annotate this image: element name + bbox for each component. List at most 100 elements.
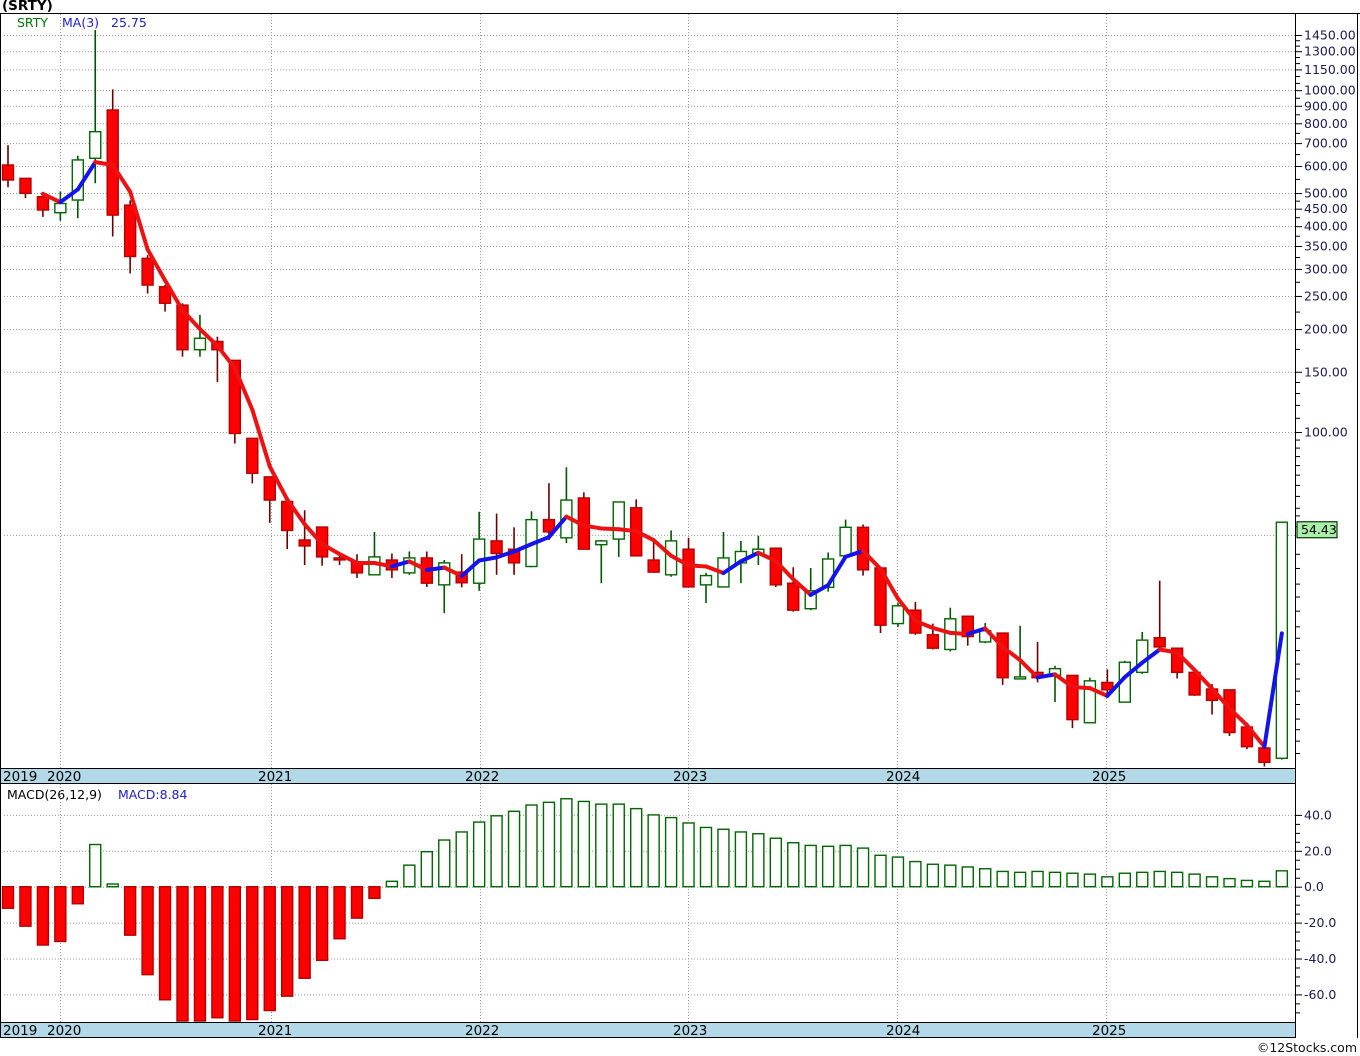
candle (787, 567, 800, 612)
macd-bar (420, 850, 433, 888)
axis-tick-label: 450.00 (1304, 201, 1348, 216)
candle (263, 476, 276, 523)
macd-bar (996, 870, 1009, 888)
axis-tick-label: 20.0 (1304, 843, 1332, 858)
year-label: 2025 (1092, 1023, 1126, 1039)
macd-bar (246, 886, 259, 1021)
candle (1, 145, 15, 188)
last-price-badge-text: 54.43 (1301, 522, 1337, 537)
candle (472, 511, 486, 591)
year-label: 2021 (258, 769, 292, 785)
macd-bar (734, 831, 748, 888)
macd-bar (787, 842, 800, 888)
page-title: (SRTY) (2, 0, 53, 14)
candle (298, 510, 311, 566)
candle (193, 314, 207, 357)
axis-tick-label: 900.00 (1304, 98, 1348, 113)
macd-bar (752, 833, 765, 888)
macd-bar (350, 886, 364, 919)
candle (490, 513, 503, 575)
candle (89, 29, 102, 184)
macd-bar (560, 798, 573, 888)
axis-tick-label: 1450.00 (1304, 28, 1356, 43)
macd-bar (961, 866, 974, 888)
macd-bar (595, 803, 608, 888)
macd-bar (507, 810, 521, 888)
macd-bar (525, 804, 538, 888)
candle (19, 177, 32, 199)
macd-bar (298, 886, 311, 979)
macd-bar (1083, 873, 1097, 888)
candlesticks (1, 29, 1289, 767)
macd-bar (141, 886, 154, 976)
axis-tick-label: 500.00 (1304, 186, 1348, 201)
macd-bar (891, 856, 905, 888)
macd-bar (106, 883, 119, 888)
ma3-line (40, 160, 1284, 749)
macd-bar (193, 886, 207, 1022)
axis-tick-label: 400.00 (1304, 219, 1348, 234)
macd-bar (1048, 871, 1062, 888)
macd-bar (1118, 872, 1132, 888)
year-label: 2020 (47, 769, 81, 785)
macd-bar (612, 803, 625, 888)
candle (682, 537, 695, 588)
candle (350, 554, 364, 578)
candle (699, 572, 713, 603)
candle (752, 535, 765, 566)
macd-bar (1031, 870, 1044, 888)
axis-tick-label: 1300.00 (1304, 44, 1356, 59)
year-label: 2025 (1092, 769, 1126, 785)
candle (1083, 677, 1097, 724)
macd-bar (664, 816, 678, 888)
candle (281, 500, 294, 550)
attribution: ©12Stocks.com (1256, 1040, 1357, 1055)
axis-tick-label: 700.00 (1304, 136, 1348, 151)
macd-bar (699, 826, 713, 888)
macd-bar (1153, 870, 1166, 888)
macd-bar (211, 886, 224, 1019)
macd-params-label: MACD(26,12,9) (7, 787, 102, 802)
candle (717, 531, 730, 588)
macd-bar (577, 800, 591, 888)
year-label: 2024 (886, 769, 920, 785)
macd-bar (71, 886, 85, 905)
candle (630, 499, 643, 557)
macd-bar (315, 886, 329, 961)
candle (647, 539, 660, 573)
macd-bar (1170, 871, 1184, 888)
year-label: 2019 (3, 1023, 37, 1039)
axis-tick-label: 250.00 (1304, 288, 1348, 303)
candle (560, 467, 573, 544)
macd-bar (1136, 871, 1149, 888)
axis-tick-label: 800.00 (1304, 116, 1348, 131)
macd-bar (874, 854, 887, 888)
axis-tick-label: 350.00 (1304, 238, 1348, 253)
macd-bar (281, 886, 294, 997)
macd-bar (769, 837, 782, 888)
candle (1101, 669, 1114, 697)
candle (1048, 665, 1062, 703)
year-label: 2022 (465, 769, 499, 785)
candle (804, 567, 817, 611)
axis-tick-label: -40.0 (1304, 951, 1336, 966)
price-legend: SRTY MA(3) 25.75 (17, 15, 147, 30)
candle (891, 602, 905, 627)
axis-tick-label: 40.0 (1304, 807, 1332, 822)
macd-bar (36, 886, 50, 946)
macd-bar (804, 844, 817, 888)
macd-bar (1275, 870, 1289, 888)
macd-bar (368, 886, 381, 900)
legend-ma-label: MA(3) (61, 15, 100, 30)
year-label: 2024 (886, 1023, 920, 1039)
year-label: 2020 (47, 1023, 81, 1039)
macd-bar (944, 864, 957, 888)
macd-legend: MACD(26,12,9) MACD:8.84 (7, 787, 187, 802)
axis-tick-label: 300.00 (1304, 261, 1348, 276)
macd-bar (909, 860, 922, 888)
macd-bar (455, 831, 468, 888)
candle (1013, 625, 1027, 680)
